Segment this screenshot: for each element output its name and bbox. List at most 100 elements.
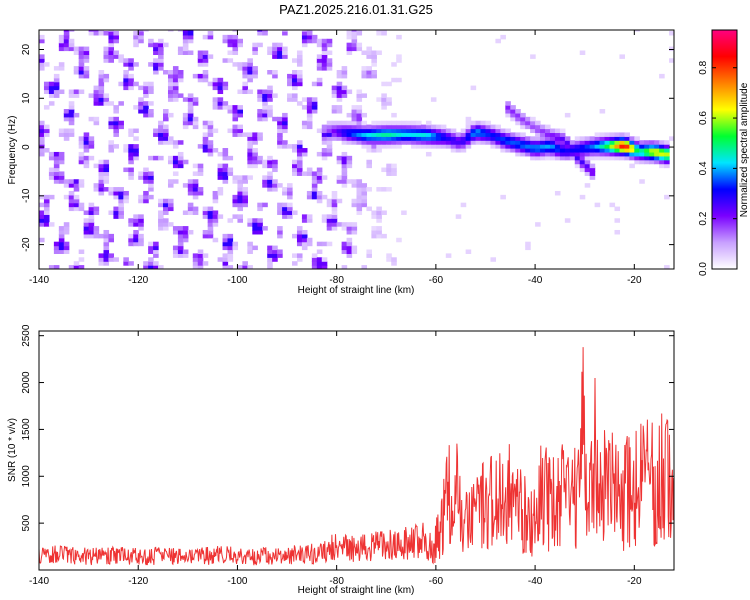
spectrogram-cell xyxy=(73,198,80,204)
spectrogram-cell xyxy=(619,136,625,141)
spectrogram-cell xyxy=(554,151,561,157)
snr-x-tick-label: -60 xyxy=(429,576,444,587)
spectrogram-cell xyxy=(252,222,258,227)
spectrogram-cell xyxy=(629,151,635,157)
spectrogram-cell xyxy=(262,159,268,165)
spectrogram-cell xyxy=(316,261,323,266)
spectrogram-cell xyxy=(549,132,556,137)
snr-y-label: SNR (10 * v/v) xyxy=(7,418,18,482)
spectrogram-cell xyxy=(396,128,402,134)
spectrogram-cell xyxy=(525,136,531,141)
spectrogram-cell xyxy=(430,128,437,134)
spectrogram-cell xyxy=(133,218,139,223)
spectrogram-cell xyxy=(406,120,412,126)
spectrogram-cell xyxy=(262,112,268,118)
spectrogram-cell xyxy=(113,206,119,212)
spectrogram-cell xyxy=(296,229,303,235)
spectrogram-cell xyxy=(296,237,303,243)
spectrogram-cell xyxy=(163,109,169,114)
spectrogram-cell xyxy=(574,163,581,169)
spectrogram-cell xyxy=(634,151,640,157)
spectrogram-cell xyxy=(39,136,45,141)
spectrogram-cell xyxy=(594,151,601,157)
spectrogram-cell xyxy=(311,257,318,262)
spectrogram-cell xyxy=(411,124,417,130)
spectrogram-cell xyxy=(43,89,50,95)
spectrogram-cell xyxy=(143,105,149,110)
spectrogram-cell xyxy=(197,73,204,79)
spectrogram-cell xyxy=(138,218,144,223)
spectrogram-cell xyxy=(118,198,124,204)
spectrogram-cell xyxy=(93,229,100,235)
spectrogram-cell xyxy=(554,148,561,153)
spectrogram-cell xyxy=(98,77,105,83)
spectrogram-cell xyxy=(43,202,50,208)
spectrogram-cell xyxy=(98,93,105,98)
spectrogram-cell xyxy=(351,226,358,231)
spectrogram-cell xyxy=(351,116,358,122)
spectrogram-cell xyxy=(138,97,144,102)
spectrogram-cell xyxy=(267,265,273,269)
spectrogram-cell xyxy=(316,175,323,180)
spectrogram-cell xyxy=(53,89,60,95)
spectrogram-cell xyxy=(158,50,164,55)
spectrogram-cell xyxy=(321,175,328,180)
spectrogram-cell xyxy=(292,77,298,83)
spectrogram-cell xyxy=(58,128,65,134)
spectrogram-x-tick-label: -120 xyxy=(128,275,148,286)
spectrogram-cell xyxy=(336,179,343,184)
spectrogram-cell xyxy=(237,128,243,134)
spectrogram-cell xyxy=(113,105,119,110)
spectrogram-cell xyxy=(262,175,268,180)
spectrogram-cell xyxy=(644,151,650,157)
spectrogram-cell xyxy=(118,187,124,192)
spectrogram-cell xyxy=(386,101,392,106)
spectrogram-cell xyxy=(153,155,159,161)
spectrogram-cell xyxy=(202,210,209,215)
spectrogram-cell xyxy=(569,140,576,145)
spectrogram-cell xyxy=(202,73,209,79)
spectrogram-cell xyxy=(192,265,199,269)
spectrogram-cell xyxy=(103,54,110,59)
spectrogram-x-tick-label: -60 xyxy=(429,275,444,286)
spectrogram-cell xyxy=(579,167,586,173)
spectrogram-cell xyxy=(559,132,566,137)
spectrogram-cell xyxy=(58,241,65,247)
spectrogram-cell xyxy=(138,101,144,106)
spectrogram-cell xyxy=(420,128,427,134)
spectrogram-cell xyxy=(361,140,368,145)
spectrogram-cell xyxy=(440,140,447,145)
spectrogram-cell xyxy=(98,183,105,188)
figure-title: PAZ1.2025.216.01.31.G25 xyxy=(279,2,433,17)
spectrogram-cell xyxy=(272,50,278,55)
spectrogram-cell xyxy=(158,58,164,63)
spectrogram-cell xyxy=(569,155,576,161)
spectrogram-cell xyxy=(262,179,268,184)
spectrogram-cell xyxy=(386,167,392,173)
spectrogram-cell xyxy=(599,140,606,145)
spectrogram-cell xyxy=(98,253,105,258)
spectrogram-cell xyxy=(202,58,209,63)
spectrogram-cell xyxy=(133,81,139,87)
spectrogram-cell xyxy=(163,226,169,231)
spectrogram-cell xyxy=(371,54,377,59)
spectrogram-cell xyxy=(416,144,422,149)
spectrogram-cell xyxy=(326,218,333,223)
spectrogram-cell xyxy=(158,136,164,141)
spectrogram-cell xyxy=(217,101,224,106)
spectrogram-cell xyxy=(381,97,387,102)
spectrogram-cell xyxy=(88,206,95,212)
spectrogram-cell xyxy=(83,159,90,165)
spectrogram-cell xyxy=(133,128,139,134)
spectrogram-cell xyxy=(242,85,248,91)
spectrogram-cell xyxy=(301,42,308,48)
spectrogram-cell xyxy=(366,140,372,145)
spectrogram-cell xyxy=(88,144,95,149)
spectrogram-cell xyxy=(167,155,174,161)
spectrogram-cell xyxy=(341,245,348,251)
spectrogram-cell xyxy=(311,175,318,180)
spectrogram-cell xyxy=(272,54,278,59)
spectrogram-cell xyxy=(282,202,288,208)
spectrogram-cell xyxy=(649,155,655,161)
spectrogram-cell xyxy=(440,144,447,149)
